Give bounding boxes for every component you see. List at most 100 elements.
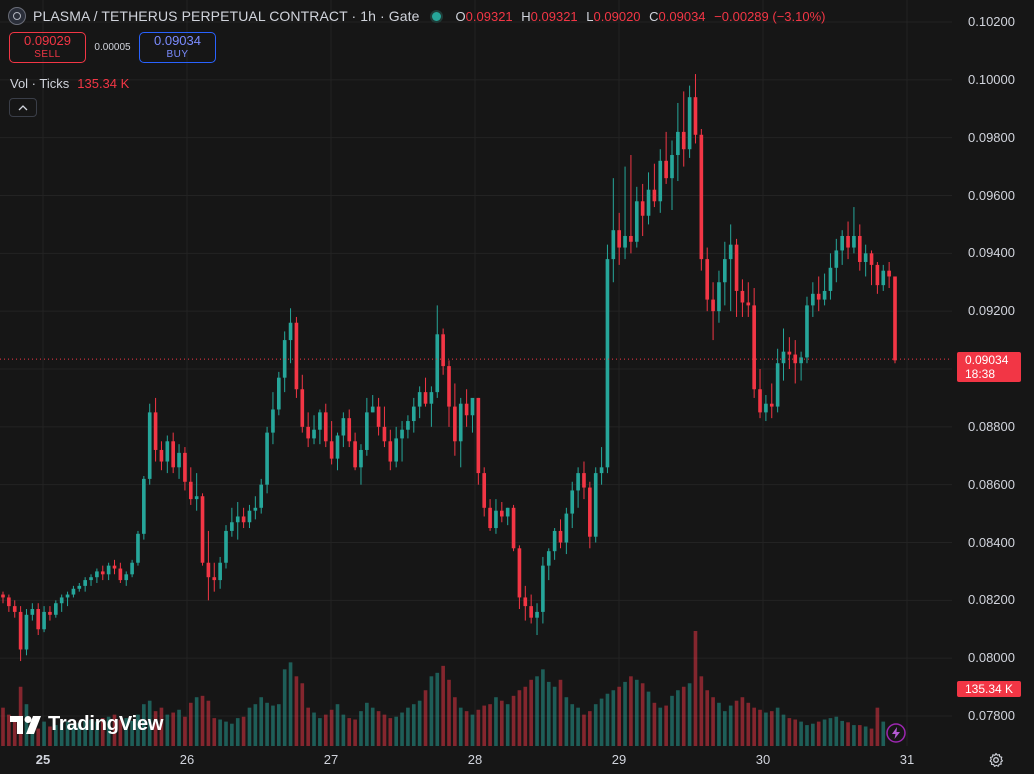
candle	[699, 128, 704, 271]
candle-body	[271, 409, 275, 433]
candle	[30, 603, 35, 621]
volume-tag: 135.34 K	[957, 681, 1021, 697]
candle	[42, 606, 46, 633]
candle-body	[722, 259, 727, 283]
volume-bar	[329, 709, 334, 746]
candle	[247, 504, 252, 529]
lightning-icon[interactable]	[886, 723, 906, 743]
candle-body	[353, 441, 357, 468]
volume-bar	[294, 676, 299, 746]
sell-button[interactable]: 0.09029 SELL	[9, 32, 86, 63]
candle-body	[230, 522, 234, 531]
volume-bar	[529, 679, 533, 746]
candle	[857, 224, 862, 271]
candle-body	[699, 134, 704, 260]
candle	[758, 369, 762, 419]
candle-body	[417, 392, 422, 407]
candle	[36, 603, 41, 636]
candle-body	[852, 235, 856, 248]
candle-body	[247, 510, 252, 523]
candle-body	[523, 597, 528, 607]
volume-bar	[652, 702, 657, 746]
volume-bar	[558, 679, 563, 746]
market-status-icon[interactable]	[431, 11, 441, 21]
candle	[136, 530, 140, 566]
candle-body	[106, 565, 111, 575]
volume-bar	[764, 712, 768, 746]
volume-bar	[365, 702, 369, 746]
symbol-title[interactable]: PLASMA / TETHERUS PERPETUAL CONTRACT · 1…	[33, 8, 420, 24]
candle-body	[541, 565, 545, 612]
candle	[118, 562, 123, 583]
candle-body	[805, 305, 809, 358]
candle	[822, 273, 827, 306]
candle-body	[764, 403, 768, 413]
volume-bar	[499, 700, 504, 746]
candle	[734, 238, 739, 317]
candle	[811, 282, 815, 317]
symbol-icon[interactable]	[8, 7, 26, 25]
volume-bar	[7, 714, 11, 746]
candle	[687, 85, 692, 158]
volume-bar	[640, 683, 645, 746]
volume-bar	[183, 716, 187, 746]
volume-bar	[875, 707, 880, 746]
volume-bar	[142, 704, 146, 746]
candle-body	[881, 270, 886, 286]
candle-body	[48, 611, 52, 615]
volume-bar	[775, 707, 780, 746]
buy-label: BUY	[166, 48, 189, 60]
tradingview-logo[interactable]: TradingView	[10, 713, 163, 736]
candle	[799, 351, 803, 381]
time-axis-label: 26	[179, 752, 195, 767]
candle	[623, 166, 627, 260]
candle	[564, 507, 569, 555]
candle	[359, 444, 363, 485]
candle-body	[265, 432, 269, 485]
price-axis-label: 0.08200	[968, 592, 1015, 608]
candle-body	[499, 510, 504, 517]
volume-bar	[623, 681, 627, 746]
volume-bar	[265, 702, 269, 746]
candle-body	[200, 496, 205, 563]
candle	[529, 594, 533, 624]
candle-body	[775, 363, 780, 407]
buy-button[interactable]: 0.09034 BUY	[139, 32, 216, 63]
volume-bar	[834, 716, 839, 746]
volume-bar	[570, 704, 575, 746]
volume-bar	[546, 681, 551, 746]
volume-bar	[805, 725, 809, 746]
candle	[582, 461, 586, 500]
candle-body	[441, 334, 445, 367]
time-axis-label: 29	[611, 752, 627, 767]
candle-body	[758, 389, 762, 413]
candle	[341, 412, 346, 448]
volume-legend[interactable]: Vol · Ticks 135.34 K	[10, 76, 129, 91]
candle-body	[165, 441, 170, 462]
candle-body	[846, 235, 850, 248]
volume-bar	[787, 718, 792, 746]
candle	[546, 548, 551, 581]
sell-price: 0.09029	[24, 32, 71, 48]
volume-bar	[400, 712, 404, 746]
candle	[570, 481, 575, 529]
volume-bar	[593, 704, 598, 746]
volume-bar	[218, 719, 222, 746]
candle-body	[36, 609, 41, 630]
volume-bar	[188, 702, 193, 746]
chart-grid	[0, 0, 952, 746]
candle-body	[388, 441, 393, 462]
candle	[95, 568, 99, 583]
candle	[382, 406, 387, 448]
last-price-value: 0.09034	[965, 353, 1009, 367]
volume-bar	[312, 712, 316, 746]
volume-bar	[53, 725, 58, 746]
candle-body	[793, 354, 798, 364]
candle-body	[570, 490, 575, 514]
candle-body	[558, 530, 563, 543]
spread-value: 0.00005	[94, 42, 131, 53]
candle	[130, 559, 134, 578]
collapse-legend-button[interactable]	[9, 98, 37, 117]
settings-gear-icon[interactable]	[988, 752, 1004, 768]
